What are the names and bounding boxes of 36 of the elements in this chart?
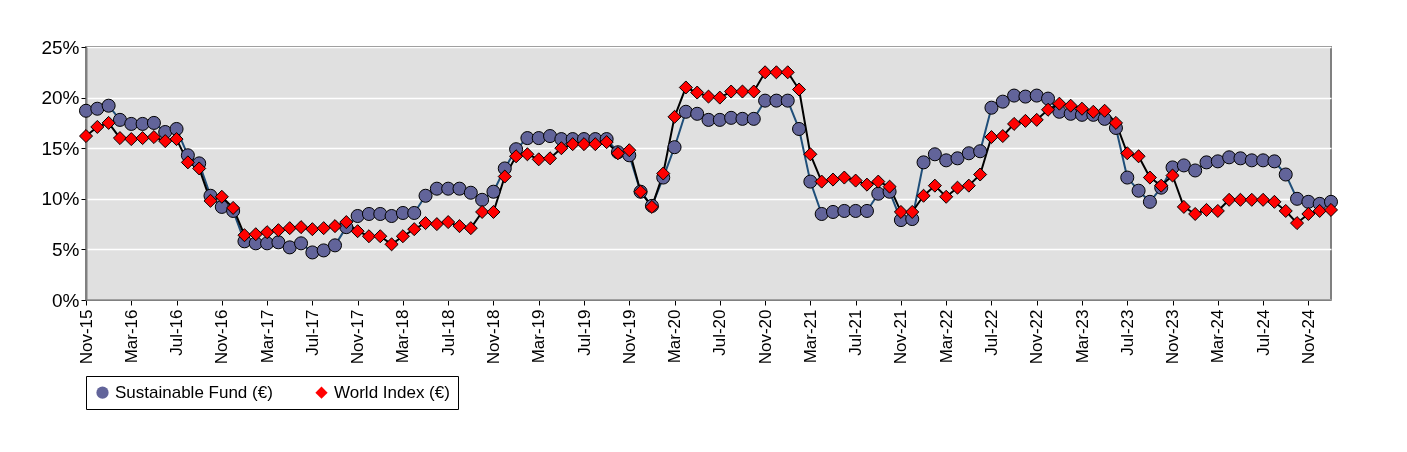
y-tick-label: 0% xyxy=(52,289,80,311)
x-tick-label: Nov-24 xyxy=(1298,309,1318,365)
x-tick-label: Jul-20 xyxy=(710,309,730,356)
y-tick-label: 10% xyxy=(41,188,80,210)
y-tick-label: 5% xyxy=(52,238,80,260)
x-tick-label: Mar-19 xyxy=(529,309,549,364)
x-tick-label: Mar-18 xyxy=(393,309,413,364)
x-tick-label: Nov-16 xyxy=(212,309,232,365)
x-tick-label: Mar-20 xyxy=(665,309,685,364)
x-tick-label: Mar-21 xyxy=(800,309,820,364)
x-tick-label: Nov-18 xyxy=(483,309,503,365)
x-tick-label: Jul-22 xyxy=(981,309,1001,356)
legend-label: World Index (€) xyxy=(334,382,450,402)
x-tick-label: Mar-17 xyxy=(257,309,277,364)
x-tick-label: Jul-16 xyxy=(167,309,187,356)
x-tick-label: Nov-22 xyxy=(1027,309,1047,365)
x-tick-label: Nov-20 xyxy=(755,309,775,365)
x-tick-label: Jul-24 xyxy=(1253,309,1273,356)
x-tick-label: Mar-24 xyxy=(1208,309,1228,364)
y-tick-label: 20% xyxy=(41,87,80,109)
y-tick-label: 25% xyxy=(41,36,80,58)
y-tick-label: 15% xyxy=(41,137,80,159)
legend-label: Sustainable Fund (€) xyxy=(115,382,273,402)
x-tick-label: Nov-21 xyxy=(891,309,911,365)
x-tick-label: Nov-19 xyxy=(619,309,639,365)
x-tick-label: Jul-19 xyxy=(574,309,594,356)
x-tick-label: Jul-18 xyxy=(438,309,458,356)
x-tick-label: Jul-21 xyxy=(846,309,866,356)
x-tick-label: Mar-16 xyxy=(121,309,141,364)
x-tick-label: Mar-23 xyxy=(1072,309,1092,364)
x-tick-label: Nov-15 xyxy=(76,309,96,365)
x-tick-label: Jul-23 xyxy=(1117,309,1137,356)
x-tick-label: Jul-17 xyxy=(302,309,322,356)
x-tick-label: Nov-17 xyxy=(348,309,368,365)
x-tick-label: Mar-22 xyxy=(936,309,956,364)
x-tick-label: Nov-23 xyxy=(1163,309,1183,365)
